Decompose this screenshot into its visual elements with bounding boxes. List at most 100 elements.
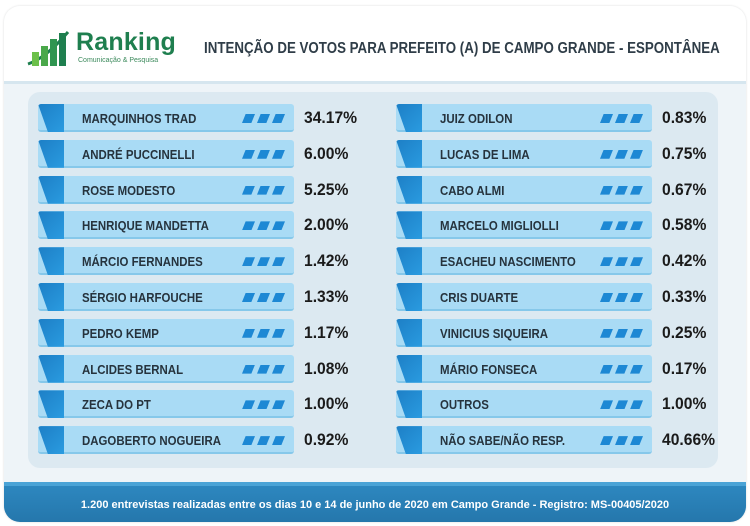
bar-tab-icon — [38, 104, 64, 132]
stripes-icon — [600, 364, 646, 375]
logo-tagline: Comunicação & Pesquisa — [78, 57, 159, 64]
stripe-mark — [272, 436, 285, 446]
bar-tab-icon — [38, 318, 64, 347]
stripe-mark — [272, 364, 285, 374]
bar-tab-icon — [38, 139, 64, 168]
candidate-bar: PEDRO KEMP — [38, 318, 294, 347]
stripe-mark — [600, 114, 613, 123]
candidate-name: SÉRGIO HARFOUCHE — [82, 289, 203, 305]
candidate-name: MÁRIO FONSECA — [440, 361, 538, 377]
stripe-mark — [600, 328, 613, 338]
candidate-row: ROSE MODESTO 5.25% — [38, 175, 368, 204]
stripes-icon — [242, 221, 288, 231]
stripes-icon — [242, 114, 288, 124]
stripe-mark — [242, 221, 255, 231]
candidate-bar: LUCAS DE LIMA — [396, 139, 652, 168]
bar-tab-icon — [396, 211, 422, 240]
stripe-mark — [257, 114, 270, 123]
candidate-name: JUIZ ODILON — [440, 111, 513, 126]
stripes-icon — [600, 114, 646, 124]
stripe-mark — [615, 328, 628, 338]
candidate-bar: MÁRCIO FERNANDES — [38, 247, 294, 276]
candidate-bar: CABO ALMI — [396, 175, 652, 204]
bar-tab-icon — [38, 211, 64, 240]
stripe-mark — [600, 257, 613, 267]
bar-tab-icon — [396, 354, 422, 383]
bar-tab-icon — [396, 104, 422, 132]
candidate-name: ROSE MODESTO — [82, 182, 176, 198]
stripe-mark — [630, 436, 643, 446]
stripe-mark — [615, 149, 628, 159]
candidate-row: VINICIUS SIQUEIRA 0.25% — [396, 318, 726, 347]
candidate-bar: OUTROS — [396, 390, 652, 419]
vote-percentage: 1.00% — [662, 394, 707, 414]
stripe-mark — [615, 257, 628, 267]
candidate-name: CRIS DUARTE — [440, 289, 519, 305]
bar-tab-icon — [38, 247, 64, 276]
bar-tab-icon — [396, 247, 422, 276]
candidate-row: ALCIDES BERNAL 1.08% — [38, 354, 368, 383]
stripe-mark — [600, 221, 613, 231]
stripes-icon — [242, 364, 288, 375]
stripes-icon — [600, 221, 646, 231]
stripe-mark — [242, 436, 255, 446]
bar-tab-icon — [38, 354, 64, 383]
stripe-mark — [615, 436, 628, 446]
candidate-name: HENRIQUE MANDETTA — [82, 218, 209, 234]
stripe-mark — [615, 364, 628, 374]
vote-percentage: 1.08% — [304, 358, 349, 378]
stripes-icon — [600, 400, 646, 410]
bar-tab-icon — [396, 426, 422, 455]
candidate-row: SÉRGIO HARFOUCHE 1.33% — [38, 282, 368, 311]
candidate-bar: ANDRÉ PUCCINELLI — [38, 139, 294, 168]
stripes-icon — [242, 400, 288, 410]
vote-percentage: 0.67% — [662, 179, 707, 199]
candidate-row: HENRIQUE MANDETTA 2.00% — [38, 211, 368, 240]
vote-percentage: 2.00% — [304, 215, 349, 235]
stripe-mark — [615, 292, 628, 302]
stripe-mark — [600, 185, 613, 195]
stripe-mark — [257, 436, 270, 446]
candidate-row: MARCELO MIGLIOLLI 0.58% — [396, 211, 726, 240]
stripe-mark — [600, 292, 613, 302]
vote-percentage: 0.83% — [662, 108, 707, 127]
candidate-row: PEDRO KEMP 1.17% — [38, 318, 368, 347]
bar-tab-icon — [396, 175, 422, 204]
vote-percentage: 34.17% — [304, 108, 358, 127]
vote-percentage: 0.33% — [662, 286, 707, 306]
bar-chart-logo-icon — [27, 31, 70, 66]
candidate-name: PEDRO KEMP — [82, 325, 159, 341]
bar-tab-icon — [38, 390, 64, 419]
candidate-bar: DAGOBERTO NOGUEIRA — [38, 426, 294, 455]
candidate-name: ZECA DO PT — [82, 397, 151, 413]
candidate-name: ANDRÉ PUCCINELLI — [82, 146, 195, 162]
stripe-mark — [615, 221, 628, 231]
stripe-mark — [630, 328, 643, 338]
stripe-mark — [272, 292, 285, 302]
stripe-mark — [630, 292, 643, 302]
stripe-mark — [272, 114, 285, 123]
stripe-mark — [630, 221, 643, 231]
stripes-icon — [242, 292, 288, 303]
candidate-row: CRIS DUARTE 0.33% — [396, 282, 726, 311]
candidate-name: MARCELO MIGLIOLLI — [440, 218, 559, 234]
candidate-bar: ZECA DO PT — [38, 390, 294, 419]
bar-tab-icon — [38, 175, 64, 204]
vote-percentage: 0.42% — [662, 251, 707, 271]
candidate-row: ESACHEU NASCIMENTO 0.42% — [396, 247, 726, 276]
stripe-mark — [600, 400, 613, 410]
vote-percentage: 0.75% — [662, 143, 707, 163]
candidates-right-column: JUIZ ODILON 0.83% LUCAS DE LIMA 0.75% CABO A… — [396, 104, 726, 462]
candidate-row: OUTROS 1.00% — [396, 390, 726, 419]
vote-percentage: 0.92% — [304, 430, 349, 450]
stripe-mark — [630, 257, 643, 267]
candidate-bar: VINICIUS SIQUEIRA — [396, 318, 652, 347]
stripe-mark — [272, 185, 285, 195]
vote-percentage: 6.00% — [304, 143, 349, 163]
vote-percentage: 0.58% — [662, 215, 707, 235]
candidate-bar: JUIZ ODILON — [396, 104, 652, 132]
candidate-row: ZECA DO PT 1.00% — [38, 390, 368, 419]
candidate-row: ANDRÉ PUCCINELLI 6.00% — [38, 139, 368, 168]
stripe-mark — [615, 185, 628, 195]
vote-percentage: 1.00% — [304, 394, 349, 414]
